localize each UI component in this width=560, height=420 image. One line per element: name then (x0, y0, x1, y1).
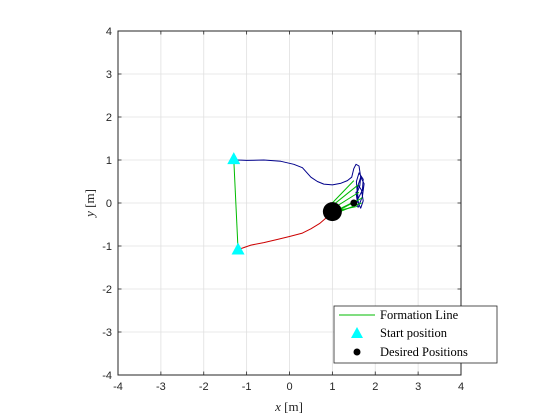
desired-position-marker (322, 202, 342, 222)
x-tick-label: -3 (156, 381, 166, 393)
markers (227, 152, 358, 255)
x-tick-label: 0 (286, 381, 292, 393)
y-axis-label-unit: [m] (82, 189, 97, 211)
x-axis-label-unit: [m] (281, 399, 303, 414)
y-tick-label: -3 (102, 327, 112, 339)
y-tick-label: -4 (102, 370, 112, 382)
x-tick-label: 2 (372, 381, 378, 393)
x-axis-label: x [m] (274, 399, 303, 414)
x-tick-label: -1 (242, 381, 252, 393)
legend: Formation Line Start position Desired Po… (333, 305, 498, 364)
y-tick-label: 4 (106, 26, 112, 38)
x-tick-label: 1 (329, 381, 335, 393)
x-tick-label: 4 (458, 381, 464, 393)
desired-position-marker (350, 199, 358, 207)
x-tick-label: 3 (415, 381, 421, 393)
trajectory-path-1 (233, 158, 365, 209)
y-tick-label: 2 (106, 112, 112, 124)
start-position-marker (231, 242, 245, 255)
y-tick-label: -2 (102, 284, 112, 296)
x-tick-label: -4 (113, 381, 123, 393)
legend-start-position-label: Start position (380, 326, 448, 340)
y-axis-label: y [m] (82, 189, 97, 219)
legend-desired-positions-label: Desired Positions (380, 345, 468, 359)
legend-start-position-swatch (351, 327, 363, 338)
x-axis-label-var: x (274, 399, 281, 414)
legend-formation-line-label: Formation Line (380, 308, 459, 322)
y-tick-label: 0 (106, 198, 112, 210)
formation-line (233, 159, 239, 250)
formation-line (329, 180, 355, 206)
y-tick-label: 1 (106, 155, 112, 167)
x-tick-label: -2 (199, 381, 209, 393)
y-tick-label: -1 (102, 241, 112, 253)
tick-labels: -4 -3 -2 -1 0 1 2 3 4 -4 -3 -2 -1 0 1 2 3 4 (102, 26, 464, 393)
ticks (117, 30, 462, 376)
start-position-marker (227, 152, 241, 165)
y-tick-label: 3 (106, 69, 112, 81)
legend-desired-positions-swatch (353, 348, 361, 356)
y-axis-label-var: y (82, 211, 97, 219)
